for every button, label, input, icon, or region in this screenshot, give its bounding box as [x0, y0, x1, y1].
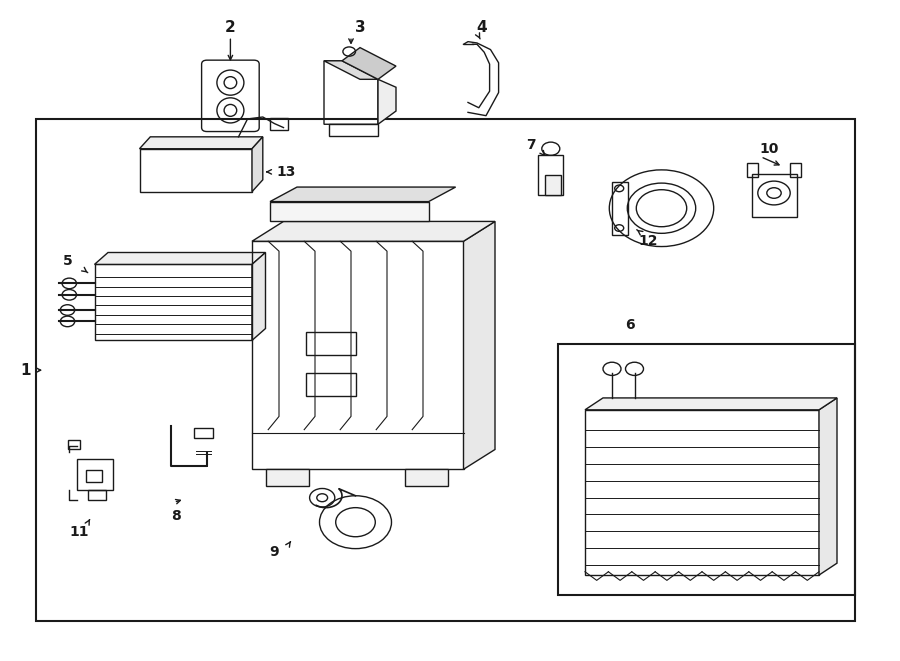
Text: 2: 2 — [225, 20, 236, 35]
Bar — [752, 174, 796, 217]
Polygon shape — [342, 48, 396, 79]
Text: 6: 6 — [626, 318, 634, 332]
Bar — [328, 124, 378, 136]
Bar — [790, 163, 801, 177]
Polygon shape — [252, 137, 263, 192]
Bar — [270, 118, 288, 130]
Bar — [140, 149, 252, 192]
Bar — [538, 155, 563, 195]
Bar — [558, 344, 855, 595]
Text: 9: 9 — [270, 545, 279, 559]
Bar — [306, 332, 356, 356]
Text: 4: 4 — [476, 20, 487, 35]
Bar — [76, 459, 112, 490]
Bar — [86, 470, 102, 482]
Bar — [306, 373, 356, 397]
Polygon shape — [324, 61, 378, 79]
Polygon shape — [252, 221, 495, 241]
Bar — [270, 202, 428, 221]
Bar — [252, 241, 464, 469]
Polygon shape — [252, 253, 266, 340]
Bar — [266, 469, 309, 486]
Text: 3: 3 — [355, 20, 365, 35]
Polygon shape — [94, 253, 266, 264]
Bar — [68, 440, 80, 449]
Text: 12: 12 — [638, 234, 658, 249]
Text: 5: 5 — [63, 254, 72, 268]
Polygon shape — [378, 79, 396, 124]
Text: 1: 1 — [20, 363, 31, 377]
Polygon shape — [140, 137, 263, 149]
Text: 10: 10 — [760, 141, 779, 156]
Text: 13: 13 — [276, 165, 296, 179]
Bar — [88, 490, 106, 500]
Bar — [194, 428, 213, 438]
Text: 7: 7 — [526, 138, 536, 153]
Polygon shape — [585, 398, 837, 410]
Polygon shape — [270, 187, 455, 202]
Bar — [36, 119, 855, 621]
Bar — [585, 410, 819, 575]
Bar — [544, 175, 561, 195]
Polygon shape — [819, 398, 837, 575]
Text: 8: 8 — [171, 508, 180, 523]
Polygon shape — [464, 221, 495, 469]
Bar — [405, 469, 448, 486]
Text: 11: 11 — [69, 525, 89, 539]
Bar — [94, 264, 252, 340]
Bar — [747, 163, 758, 177]
